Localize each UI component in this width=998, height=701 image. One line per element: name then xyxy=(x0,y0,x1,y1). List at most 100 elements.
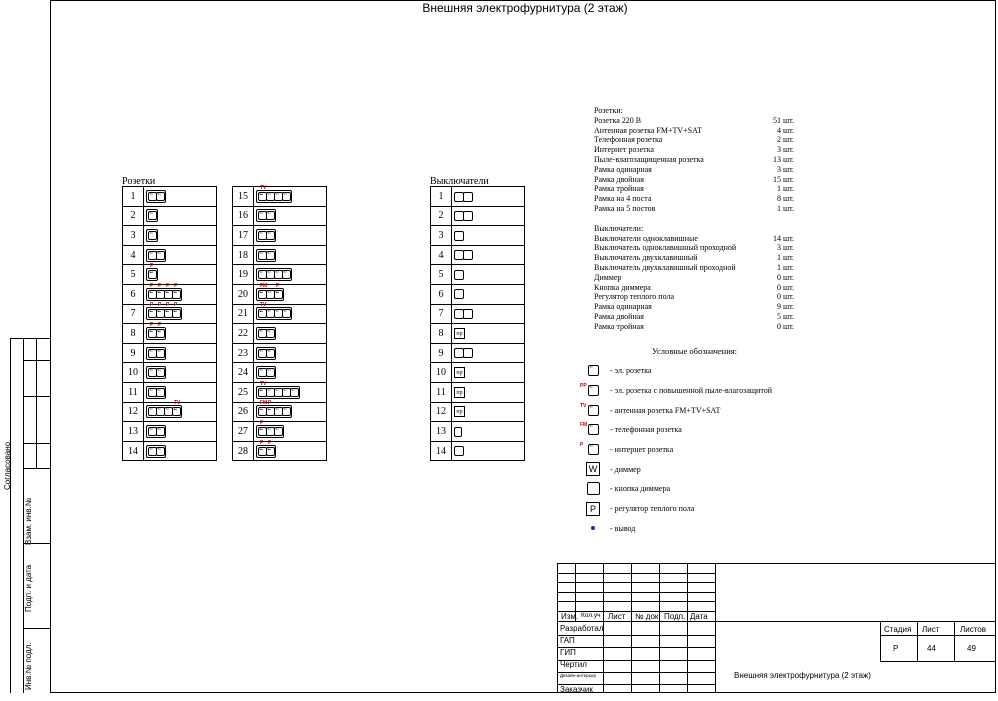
switch-icon xyxy=(454,446,464,457)
page-title: Внешняя электрофурнитура (2 этаж) xyxy=(422,1,628,15)
stamp-stage: Р xyxy=(893,644,899,653)
legend-item: - эл. розетка xyxy=(582,361,772,381)
row-number: 12 xyxy=(430,401,452,423)
sockets-table-right: 15TV1617181920FMP21TV22232425TV26FMP27P2… xyxy=(232,185,327,462)
row-number: 19 xyxy=(232,264,254,285)
row-symbols xyxy=(143,362,217,383)
socket-icon: P xyxy=(156,322,165,338)
spec-qty: 3 шт. xyxy=(776,145,794,155)
socket-mark: TV xyxy=(260,184,267,191)
stamp-col-header: Дата xyxy=(690,612,708,621)
table-row: 3 xyxy=(122,225,217,246)
spec-name: Рамка на 4 поста xyxy=(594,194,652,204)
socket-group: TV xyxy=(256,302,292,321)
row-symbols xyxy=(451,421,525,442)
legend-text: - эл. розетка xyxy=(610,366,652,376)
spec-row: Рамка одинарная 9 шт. xyxy=(594,302,794,312)
switch-icon xyxy=(454,289,464,300)
socket-group: P xyxy=(146,263,158,282)
socket-icon xyxy=(266,346,275,358)
row-number: 11 xyxy=(430,381,452,403)
stamp-row-label: Разработал xyxy=(560,624,604,633)
socket-icon xyxy=(282,306,291,319)
socket-icon xyxy=(148,208,157,221)
row-number: 1 xyxy=(122,186,144,207)
row-number: 2 xyxy=(430,205,452,227)
table-row: 8PP xyxy=(122,322,217,344)
stamp-col-header: Кол.уч xyxy=(581,612,601,619)
table-row: 12 TV xyxy=(122,400,217,423)
row-symbols: пр xyxy=(451,362,525,383)
table-row: 12 пр xyxy=(430,401,525,423)
spec-row: Выключатель двухклавишный проходной 1 шт. xyxy=(594,263,794,273)
table-row: 28PP xyxy=(232,440,327,462)
socket-group xyxy=(256,326,276,340)
legend-mark: PP xyxy=(580,383,587,390)
spec-qty: 3 шт. xyxy=(776,164,794,174)
socket-mark: P xyxy=(150,282,154,289)
socket-icon xyxy=(156,385,165,397)
table-row: 7 xyxy=(430,303,525,325)
spec-qty: 13 шт. xyxy=(772,154,794,164)
socket-group xyxy=(256,267,292,282)
table-row: 9 xyxy=(122,342,217,364)
row-symbols xyxy=(143,186,217,207)
spec-qty: 0 шт. xyxy=(776,272,794,282)
socket-mark: P xyxy=(150,321,154,328)
row-number: 12 xyxy=(122,401,144,423)
socket-group: FMP xyxy=(256,400,292,419)
stamp-row-label: Дизайн-интерьер xyxy=(560,673,596,678)
legend-mark: P xyxy=(580,442,584,449)
spec-row: Выключатели одноклавишные 14 шт. xyxy=(594,234,794,244)
row-symbols xyxy=(253,244,327,266)
stamp-row-label: Заказчик xyxy=(560,685,593,694)
row-symbols: TV xyxy=(253,185,327,207)
row-symbols: пр xyxy=(451,381,525,403)
row-symbols xyxy=(451,342,525,364)
spec-name: Розетка 220 В xyxy=(594,115,642,125)
row-symbols xyxy=(143,205,217,227)
spec-qty: 0 шт. xyxy=(776,282,794,292)
socket-mark: P xyxy=(150,302,154,309)
row-symbols: PP xyxy=(143,322,217,344)
socket-group: TV xyxy=(256,185,292,203)
row-symbols xyxy=(451,303,525,325)
row-symbols: PP xyxy=(253,440,327,462)
row-symbols xyxy=(253,264,327,285)
stamp-col-header: № док xyxy=(635,612,659,621)
row-number: 28 xyxy=(232,440,254,462)
row-number: 27 xyxy=(232,421,254,442)
legend-item: - кнопка диммера xyxy=(582,479,772,499)
socket-icon xyxy=(282,404,291,417)
spec-name: Антенная розетка FM+TV+SAT xyxy=(594,125,702,135)
row-number: 18 xyxy=(232,244,254,266)
table-row: 26FMP xyxy=(232,400,327,423)
row-number: 5 xyxy=(122,264,144,285)
table-row: 14 xyxy=(122,440,217,462)
stamp-row-label: ГАП xyxy=(560,636,575,645)
table-row: 16 xyxy=(232,205,327,227)
table-row: 21 TV xyxy=(232,302,327,325)
spec-qty: 3 шт. xyxy=(776,243,794,253)
switch-icon xyxy=(463,348,473,359)
socket-mark: P xyxy=(166,302,170,309)
row-symbols xyxy=(143,421,217,442)
socket-group: PP xyxy=(146,322,166,340)
table-row: 2 xyxy=(430,205,525,227)
socket-group xyxy=(146,208,158,223)
row-number: 23 xyxy=(232,342,254,364)
socket-icon xyxy=(266,228,275,240)
table-row: 4 xyxy=(430,244,525,266)
row-symbols: PPPP xyxy=(143,282,217,305)
socket-mark: FM xyxy=(260,282,268,289)
table-row: 11 xyxy=(122,381,217,403)
table-row: 13 xyxy=(430,421,525,442)
spec-name: Выключатель двухклавишный xyxy=(594,253,698,263)
spec-name: Рамка двойная xyxy=(594,311,644,321)
row-number: 1 xyxy=(430,186,452,207)
row-number: 24 xyxy=(232,362,254,383)
row-number: 7 xyxy=(430,303,452,325)
row-symbols xyxy=(253,225,327,246)
table-row: 18 xyxy=(232,244,327,266)
